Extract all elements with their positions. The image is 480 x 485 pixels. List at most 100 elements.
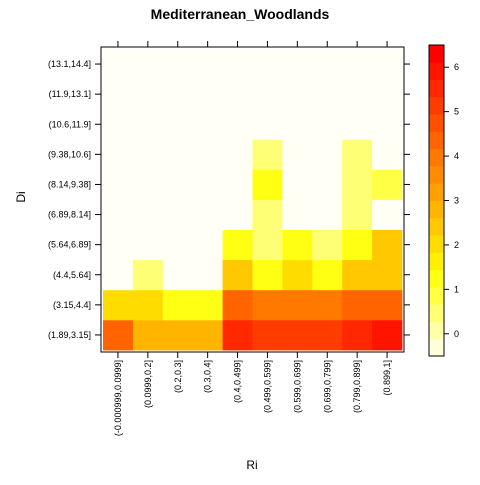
heatmap-cell bbox=[372, 259, 403, 291]
heatmap-cell bbox=[372, 139, 403, 170]
heatmap-cell bbox=[282, 109, 313, 140]
heatmap-cell bbox=[282, 199, 313, 230]
colorbar-swatch bbox=[429, 252, 444, 271]
colorbar-swatch bbox=[429, 183, 444, 201]
colorbar-tick-label: 0 bbox=[454, 329, 459, 339]
colorbar-tick-label: 1 bbox=[454, 284, 459, 294]
heatmap-cell bbox=[342, 319, 373, 351]
heatmap-cell bbox=[222, 289, 253, 321]
colorbar-swatch bbox=[429, 165, 444, 184]
heatmap-cell bbox=[282, 229, 313, 261]
heatmap-cell bbox=[312, 289, 343, 321]
heatmap-cell bbox=[282, 49, 313, 80]
x-tick-label: (0.899,1] bbox=[382, 360, 392, 396]
heatmap-cell bbox=[132, 169, 164, 200]
heatmap-cell bbox=[192, 229, 223, 261]
y-tick-label: (4.4,5.64] bbox=[53, 270, 91, 280]
heatmap-cell bbox=[162, 229, 194, 261]
heatmap-cell bbox=[192, 259, 223, 291]
heatmap-cell bbox=[342, 49, 373, 80]
heatmap-cell bbox=[342, 229, 373, 261]
x-tick-label: (0.2,0.3] bbox=[173, 360, 183, 393]
heatmap-cell bbox=[312, 319, 343, 351]
heatmap-cell bbox=[132, 79, 164, 110]
colorbar-swatch bbox=[429, 235, 444, 253]
heatmap-cell bbox=[312, 109, 343, 140]
heatmap-cell bbox=[162, 49, 194, 80]
colorbar-tick-label: 6 bbox=[454, 62, 459, 72]
colorbar-tick-label: 5 bbox=[454, 107, 459, 117]
heatmap-cell bbox=[312, 79, 343, 110]
y-tick-label: (9.38,10.6] bbox=[48, 149, 91, 159]
heatmap-cell bbox=[312, 169, 343, 200]
heatmap-cell bbox=[192, 169, 223, 200]
x-tick-label: (0.799,0.899] bbox=[352, 360, 362, 413]
heatmap-cell bbox=[162, 199, 194, 230]
colorbar-swatch bbox=[429, 321, 444, 340]
y-tick-label: (5.64,6.89] bbox=[48, 240, 91, 250]
colorbar-swatch bbox=[429, 114, 444, 132]
plot-frame bbox=[100, 46, 405, 353]
heatmap-cell bbox=[192, 319, 223, 351]
colorbar-swatch bbox=[429, 62, 444, 80]
heatmap-cell bbox=[372, 79, 403, 110]
heatmap-cell bbox=[103, 289, 134, 321]
heatmap-cell bbox=[192, 109, 223, 140]
y-axis-ticks: (1.89,3.15] (3.15,4.4] (4.4,5.64] (5.64,6.8… bbox=[48, 59, 410, 340]
heatmap-cell bbox=[252, 79, 283, 110]
heatmap-cell bbox=[192, 289, 223, 321]
heatmap-cell bbox=[222, 79, 253, 110]
heatmap-cell bbox=[282, 289, 313, 321]
heatmap-cell bbox=[192, 49, 223, 80]
heatmap-cell bbox=[312, 259, 343, 291]
heatmap-cell bbox=[132, 319, 164, 351]
heatmap-cell bbox=[372, 169, 403, 200]
heatmap-cell bbox=[222, 319, 253, 351]
heatmap-cell bbox=[372, 109, 403, 140]
y-tick-label: (3.15,4.4] bbox=[53, 300, 91, 310]
heatmap-cell bbox=[132, 199, 164, 230]
heatmap-cell bbox=[282, 319, 313, 351]
heatmap-cell bbox=[162, 319, 194, 351]
x-tick-label: (0.0999,0.2] bbox=[143, 360, 153, 408]
heatmap-cell bbox=[372, 199, 403, 230]
colorbar-swatch bbox=[429, 200, 444, 219]
heatmap-cell bbox=[372, 289, 403, 321]
heatmap-cell bbox=[342, 79, 373, 110]
heatmap-cell bbox=[342, 139, 373, 170]
x-axis-ticks: (-0.000999,0.0999] (0.0999,0.2] (0.2,0.3] (… bbox=[113, 41, 392, 436]
heatmap-cell bbox=[162, 169, 194, 200]
heatmap-cell bbox=[103, 169, 134, 200]
heatmap-cell bbox=[312, 139, 343, 170]
y-tick-label: (8.14,9.38] bbox=[48, 179, 91, 189]
heatmap-cell bbox=[282, 79, 313, 110]
x-tick-label: (0.3,0.4] bbox=[203, 360, 213, 393]
heatmap-cell bbox=[103, 139, 134, 170]
heatmap-cell bbox=[192, 79, 223, 110]
heatmap-cell bbox=[252, 229, 283, 261]
heatmap-cell bbox=[252, 109, 283, 140]
heatmap-cell bbox=[103, 199, 134, 230]
heatmap-cell bbox=[222, 229, 253, 261]
heatmap-cell bbox=[372, 229, 403, 261]
x-tick-label: (0.699,0.799] bbox=[322, 360, 332, 413]
y-tick-label: (10.6,11.9] bbox=[49, 119, 91, 129]
colorbar-swatch bbox=[429, 269, 444, 288]
heatmap-cell bbox=[342, 289, 373, 321]
colorbar-swatch bbox=[429, 148, 444, 167]
heatmap-cell bbox=[222, 169, 253, 200]
heatmap-cell bbox=[162, 79, 194, 110]
heatmap-cell bbox=[222, 49, 253, 80]
colorbar-swatch bbox=[429, 217, 444, 236]
heatmap-cell bbox=[372, 319, 403, 351]
heatmap-cell bbox=[162, 109, 194, 140]
heatmap-cell bbox=[282, 259, 313, 291]
heatmap-cell bbox=[252, 289, 283, 321]
heatmap-cell bbox=[162, 139, 194, 170]
heatmap-cell bbox=[162, 259, 194, 291]
chart-title: Mediterranean_Woodlands bbox=[151, 6, 330, 22]
x-tick-label: (0.4,0.499] bbox=[233, 360, 243, 403]
heatmap-cell bbox=[312, 49, 343, 80]
